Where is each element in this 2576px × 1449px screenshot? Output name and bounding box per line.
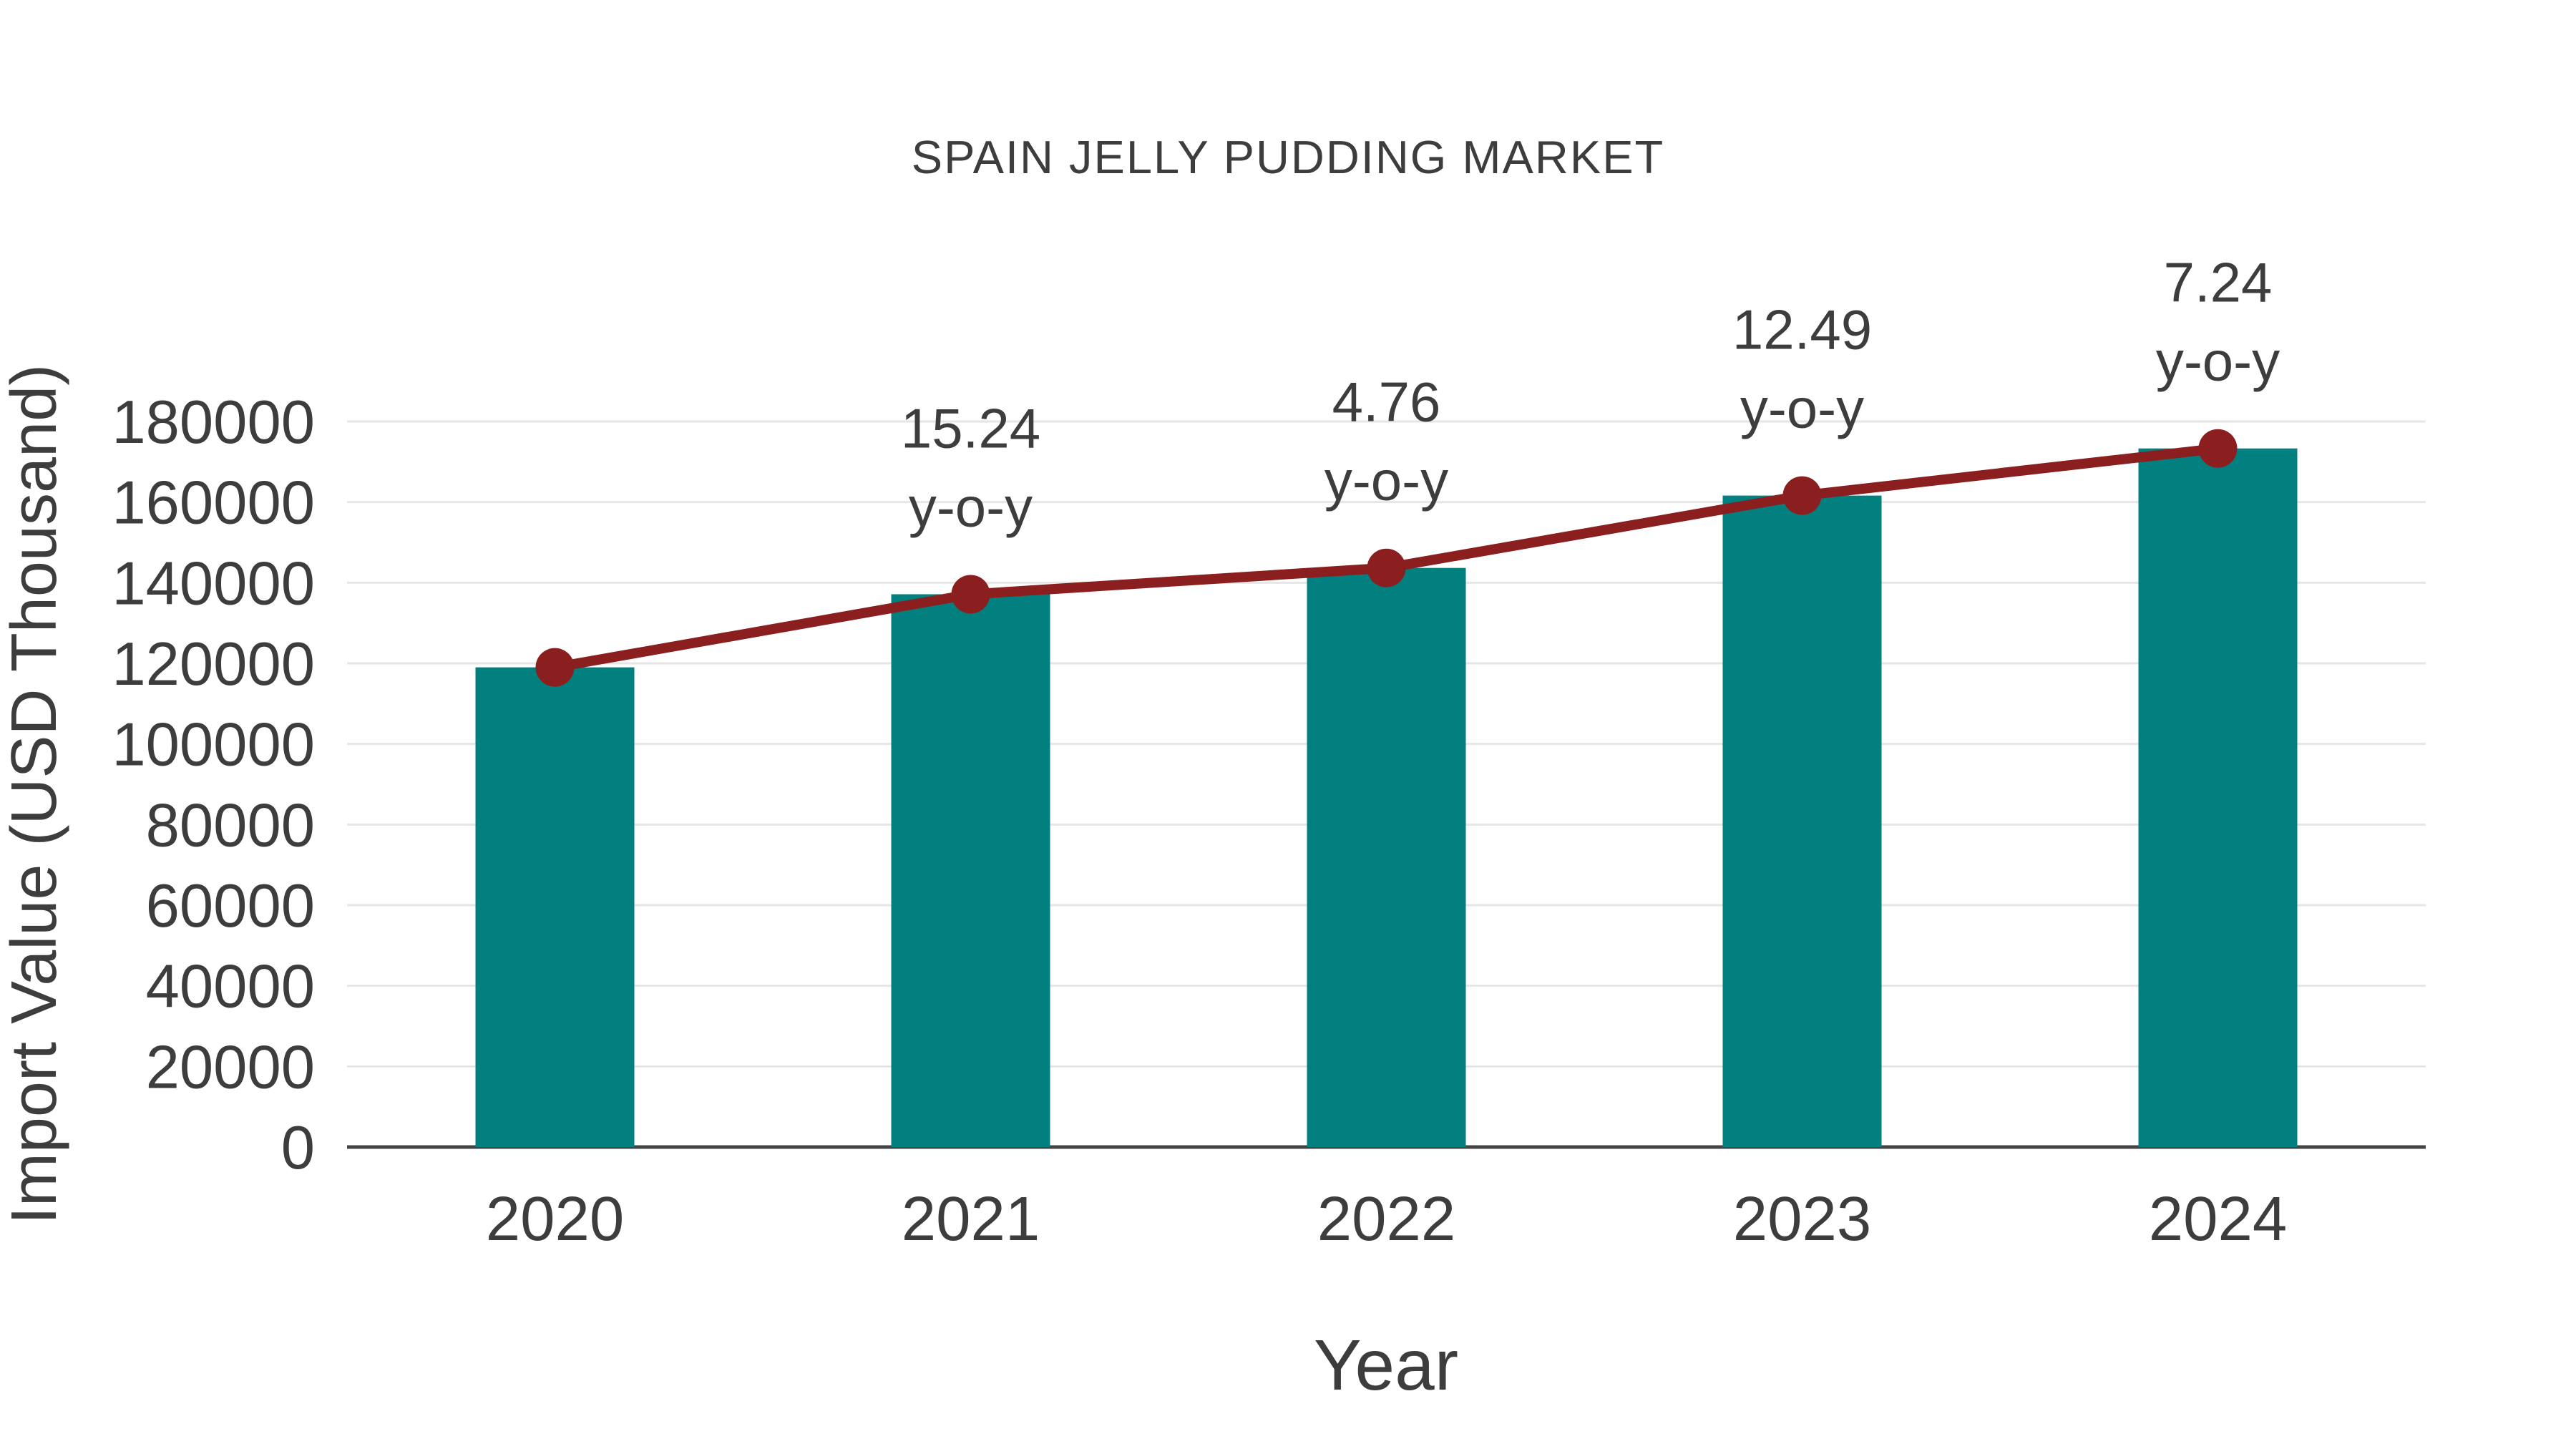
annotation-value: 12.49 (1732, 298, 1872, 361)
y-tick-labels: 0 20000 40000 60000 80000 100000 120000 140000 1… (112, 389, 315, 1182)
y-axis-title: Import Value (USD Thousand) (0, 364, 70, 1224)
bar (1307, 567, 1466, 1147)
annotation-yoy-label: y-o-y (1740, 377, 1864, 440)
bar (1722, 495, 1882, 1147)
y-tick-label: 160000 (112, 469, 315, 537)
data-point-marker (951, 575, 990, 614)
annotation-value: 7.24 (2164, 251, 2273, 314)
x-tick-labels: 2020 2021 2022 2023 2024 (486, 1184, 2288, 1254)
data-point-marker (535, 648, 575, 687)
annotation-yoy-label: y-o-y (1324, 449, 1448, 512)
x-tick-label: 2023 (1733, 1184, 1872, 1254)
data-point-marker (1782, 476, 1822, 515)
markers (535, 429, 2238, 687)
annotations: 15.24 y-o-y 4.76 y-o-y 12.49 y-o-y 7.24 y-o-y (901, 251, 2280, 539)
y-tick-label: 40000 (146, 953, 315, 1021)
y-tick-label: 180000 (112, 389, 315, 457)
x-tick-label: 2022 (1317, 1184, 1456, 1254)
chart-title: SPAIN JELLY PUDDING MARKET (912, 131, 1665, 183)
y-tick-label: 100000 (112, 711, 315, 779)
data-point-marker (2198, 429, 2238, 468)
bars (475, 448, 2298, 1147)
annotation-yoy-label: y-o-y (2156, 330, 2280, 393)
y-tick-label: 120000 (112, 630, 315, 698)
bar (475, 667, 635, 1147)
annotation-value: 4.76 (1332, 371, 1441, 434)
x-tick-label: 2024 (2149, 1184, 2288, 1254)
y-tick-label: 0 (281, 1114, 315, 1182)
y-tick-label: 140000 (112, 550, 315, 618)
y-tick-label: 60000 (146, 872, 315, 940)
annotation-yoy-label: y-o-y (909, 475, 1033, 538)
data-point-marker (1367, 548, 1406, 587)
bar (891, 594, 1050, 1147)
x-axis-title: Year (1314, 1325, 1458, 1405)
y-tick-label: 80000 (146, 791, 315, 859)
y-tick-label: 20000 (146, 1033, 315, 1101)
x-tick-label: 2021 (902, 1184, 1040, 1254)
annotation-value: 15.24 (901, 396, 1040, 459)
bar (2138, 448, 2298, 1147)
x-tick-label: 2020 (486, 1184, 625, 1254)
